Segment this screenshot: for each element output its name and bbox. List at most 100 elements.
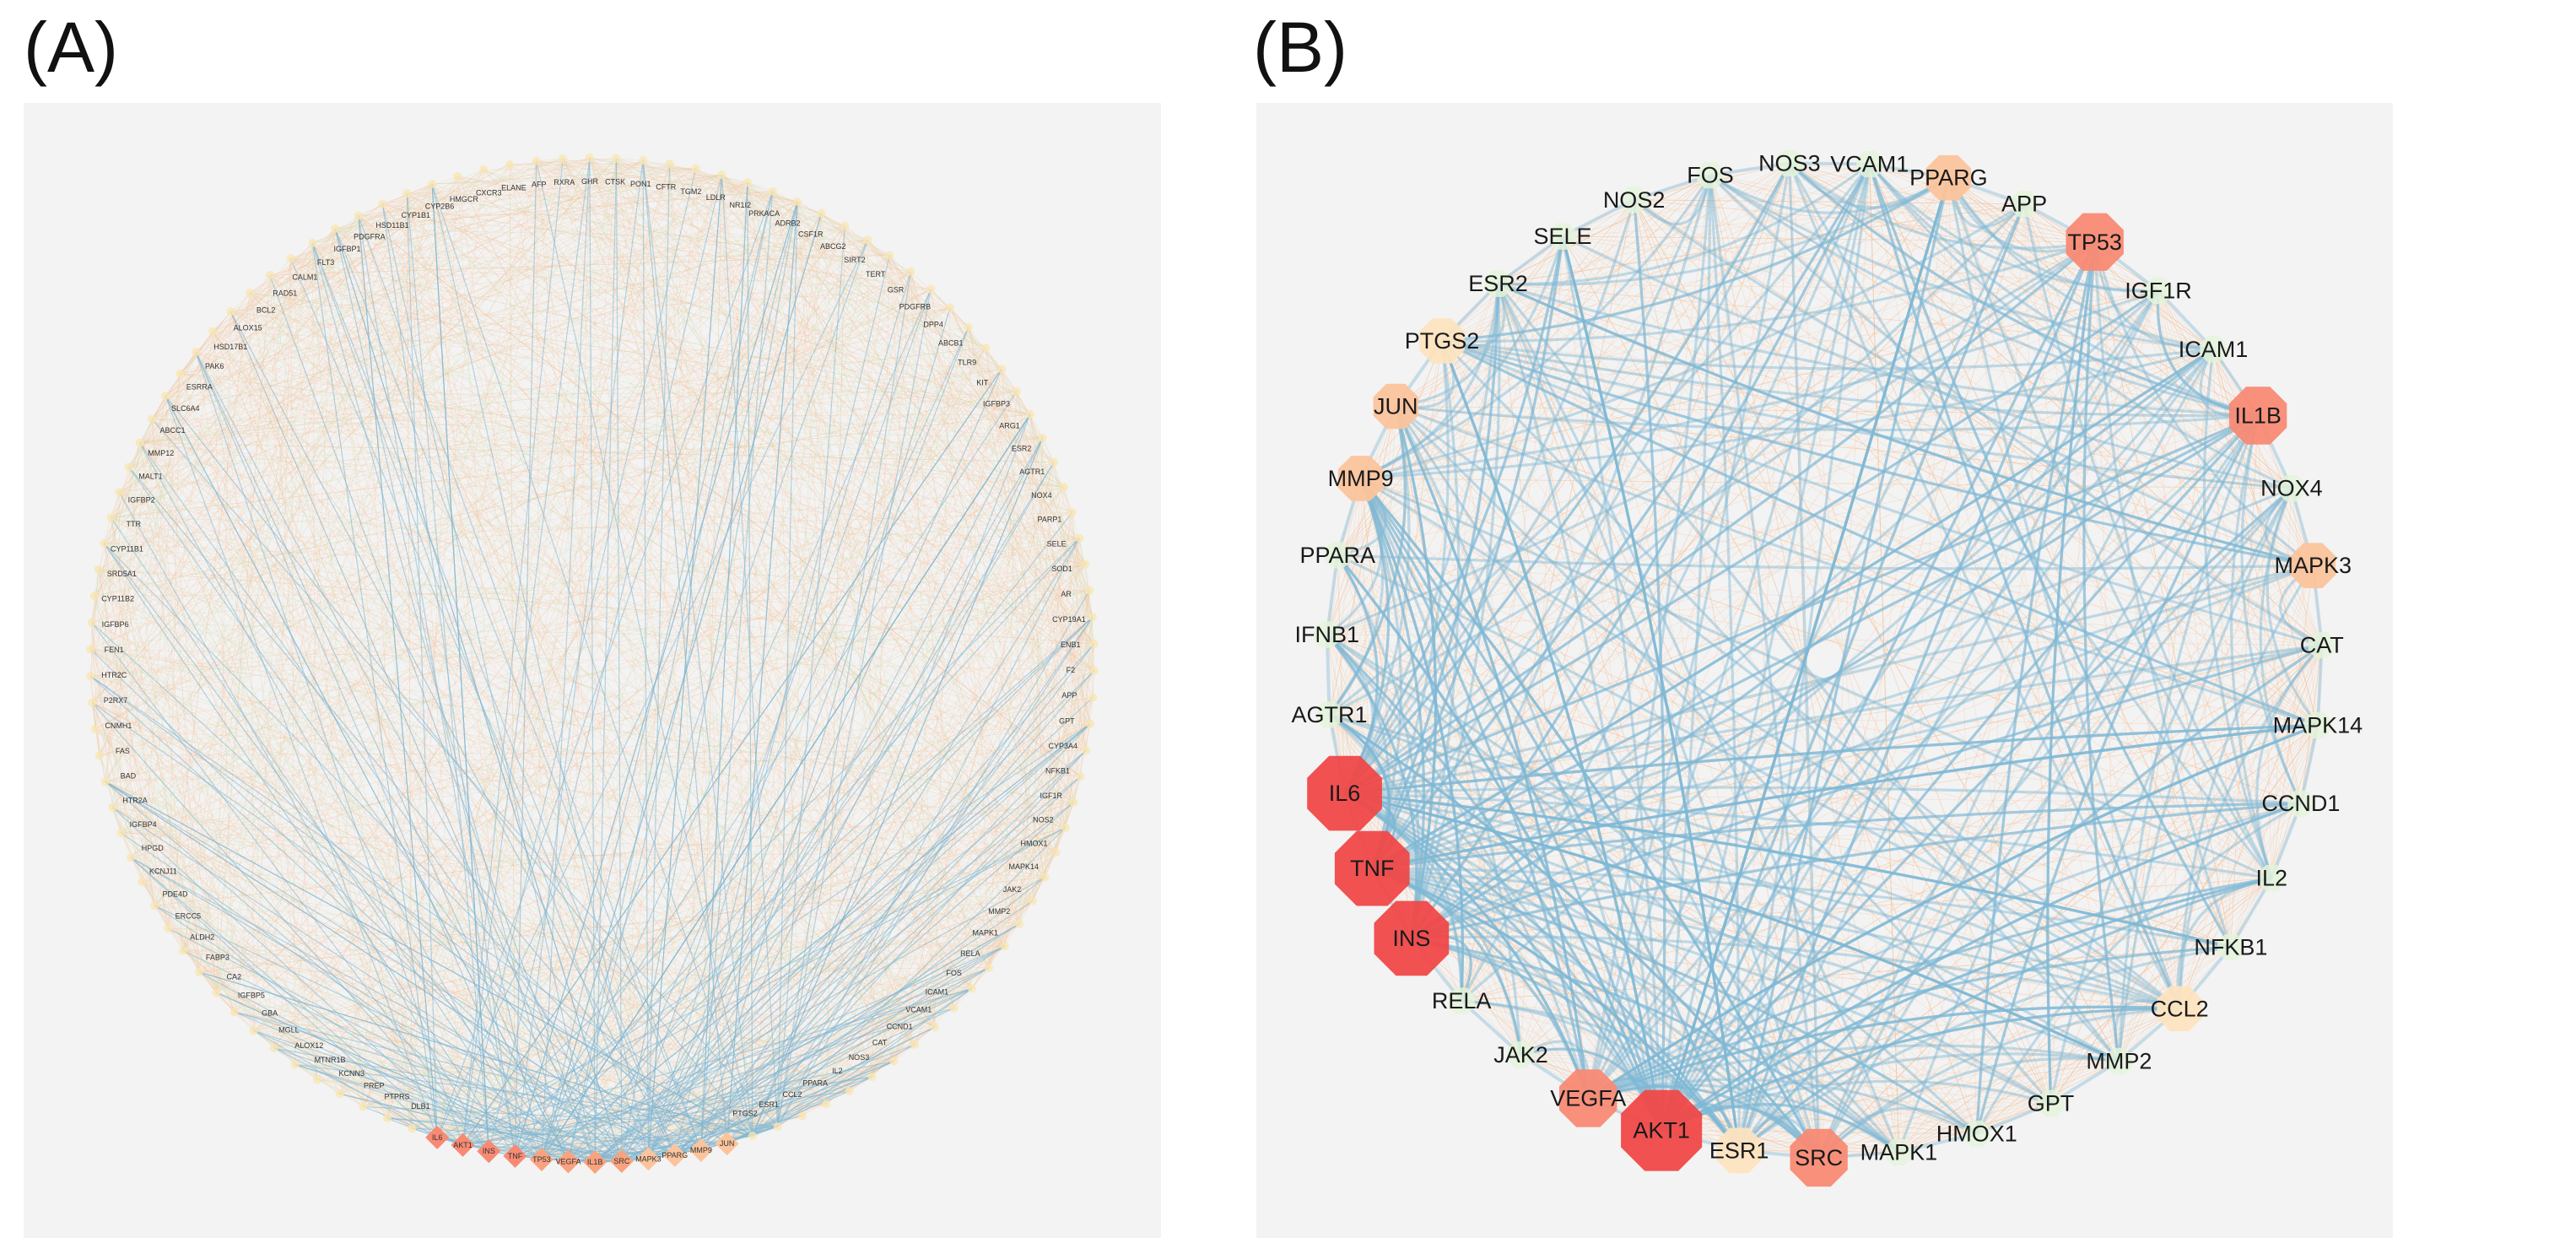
network-a-edge xyxy=(94,181,748,597)
network-b-edge xyxy=(1396,406,2319,726)
network-a-node-shape xyxy=(208,327,218,336)
network-b-edge xyxy=(1788,163,1821,1159)
network-a-edge xyxy=(139,442,1087,751)
network-a-edge xyxy=(105,174,722,782)
network-b-edge xyxy=(1587,163,1790,1099)
network-a-edge xyxy=(407,192,851,1092)
network-b-edge xyxy=(1329,406,1396,715)
network-a-edge xyxy=(90,648,1045,878)
network-a-edge xyxy=(752,987,973,1137)
network-a-edge xyxy=(151,351,197,419)
network-b-edge xyxy=(1520,1054,2051,1104)
network-a-node-shape xyxy=(556,1149,581,1174)
network-b-edge xyxy=(1818,1061,2120,1159)
network-b-edge xyxy=(1586,175,1712,1099)
network-a-edge xyxy=(888,255,1095,671)
network-a-edge xyxy=(230,311,596,1163)
network-b-edge xyxy=(2023,203,2214,350)
network-b-edge xyxy=(1371,163,1871,870)
network-a-edge xyxy=(111,807,200,973)
network-a-node-shape xyxy=(885,251,894,260)
network-a-edge xyxy=(112,807,727,1144)
network-b-node-label: CCND1 xyxy=(2261,791,2340,816)
network-a-edge xyxy=(90,675,1034,901)
network-a-node: TERT xyxy=(866,251,894,278)
network-b-edge xyxy=(1326,634,2322,646)
network-b-node-shape xyxy=(1373,383,1418,430)
network-b-edge xyxy=(1441,339,2319,727)
network-a-edge xyxy=(849,802,1074,1092)
network-b-edge xyxy=(1947,177,2181,1009)
network-b-edge xyxy=(1709,174,2259,418)
network-b-edge xyxy=(1561,235,1741,1151)
network-b-node-label: FOS xyxy=(1687,163,1734,188)
network-b-edge xyxy=(1370,235,1564,869)
network-a-node-shape xyxy=(359,1102,368,1111)
network-b-edge xyxy=(1661,878,2272,1131)
network-a-edge xyxy=(568,564,1086,1162)
network-b-edge xyxy=(1371,723,2319,870)
network-a-node-shape xyxy=(286,254,295,263)
network-a-node: KCNJ11 xyxy=(138,868,177,887)
network-a-node: CYP2B6 xyxy=(425,180,454,211)
network-a-edge xyxy=(290,258,364,1107)
network-a-edge xyxy=(95,492,120,730)
network-a-edge xyxy=(273,946,1005,1049)
network-a-edge xyxy=(1029,413,1087,751)
network-a-edge xyxy=(151,242,313,419)
network-b-edge xyxy=(1660,487,2292,1132)
network-b-edge xyxy=(1634,199,2272,878)
network-b-edge xyxy=(1360,478,1662,1131)
network-b-edge xyxy=(1660,203,2026,1132)
network-a-node-label: IL1B xyxy=(587,1158,603,1166)
network-a-edge xyxy=(91,622,936,1028)
network-b-edge xyxy=(1326,565,2314,635)
network-a-edge xyxy=(151,419,915,1046)
network-b-node-akt1: AKT1 xyxy=(1621,1089,1703,1171)
network-a-edge xyxy=(849,697,1094,1092)
network-a-edge xyxy=(825,946,1005,1105)
network-b-node-label: ICAM1 xyxy=(2179,337,2249,362)
network-a-node: TLR9 xyxy=(958,343,991,366)
network-a-edge xyxy=(90,648,1074,803)
network-b-edge xyxy=(1344,792,2232,949)
network-b-edge xyxy=(1738,241,2096,1151)
network-a-edge xyxy=(110,516,543,1160)
network-a-edge xyxy=(180,240,868,374)
network-b-edge xyxy=(1789,163,2095,243)
network-b-edge xyxy=(1738,488,2292,1151)
network-b-node-shape xyxy=(2200,336,2227,363)
network-b-edge xyxy=(1371,867,2052,1105)
network-b-edge xyxy=(1587,877,2272,1100)
network-b-node-label: CAT xyxy=(2300,633,2344,658)
network-b-edge xyxy=(1661,290,2159,1131)
network-a-node-label: ABCC1 xyxy=(160,426,186,435)
network-a-edge xyxy=(312,174,722,244)
network-a-edge xyxy=(294,168,696,1065)
network-b-edge xyxy=(1394,406,1438,939)
network-a-edge xyxy=(111,213,822,518)
network-b-edge xyxy=(1562,235,2051,1104)
network-b-edge xyxy=(1661,802,2302,1132)
network-a-edge xyxy=(103,517,111,543)
network-a-edge xyxy=(89,675,100,756)
network-a-edge xyxy=(195,351,1086,565)
network-a-edge xyxy=(212,331,569,1162)
network-b-edge xyxy=(1633,199,1666,1131)
network-a-edge xyxy=(99,755,217,993)
network-a-node-label: FLT3 xyxy=(317,258,334,267)
network-b-node-label: RELA xyxy=(1432,988,1492,1013)
network-b-edge xyxy=(1372,241,2095,869)
network-a-edge xyxy=(1084,564,1090,591)
network-a-edge xyxy=(151,225,845,419)
network-b-edge xyxy=(1396,404,2259,432)
network-a-node-label: FOS xyxy=(946,969,962,977)
network-a-edge xyxy=(594,327,969,1163)
network-b-edge xyxy=(1329,714,1662,1131)
network-a-edge xyxy=(568,987,973,1162)
network-a-node-shape xyxy=(89,592,99,601)
network-b-edge xyxy=(1709,174,1950,214)
network-a-edge xyxy=(1004,643,1095,947)
network-a-edge xyxy=(311,242,676,1156)
network-a-node-label: ESRRA xyxy=(186,383,213,392)
